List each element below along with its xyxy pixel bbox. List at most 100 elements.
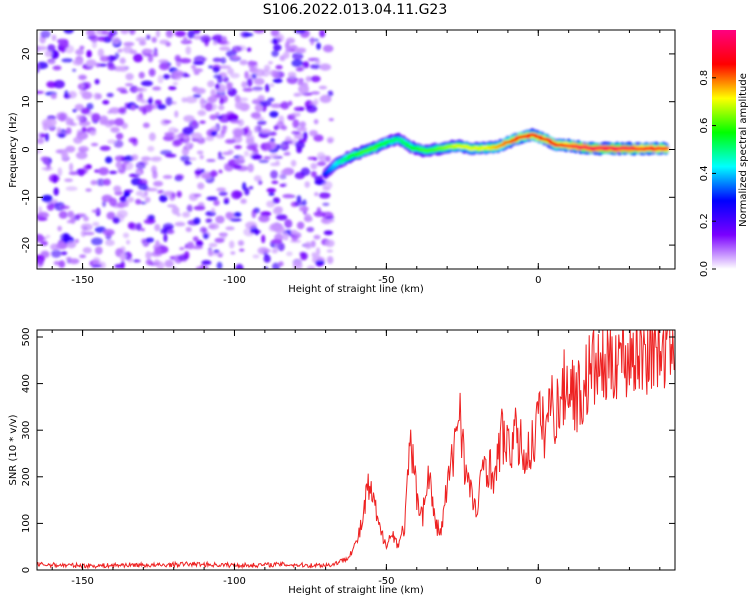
noise-speckle [156,104,167,110]
noise-speckle [226,82,233,91]
noise-speckle [269,153,279,158]
noise-speckle [186,241,195,250]
noise-speckle [190,65,197,69]
noise-speckle [315,260,325,265]
noise-speckle [225,49,237,58]
noise-speckle [167,229,175,235]
noise-speckle [200,35,212,43]
noise-speckle [215,215,225,224]
noise-speckle [139,201,147,205]
noise-speckle [204,102,213,112]
noise-speckle [257,120,267,126]
noise-speckle [58,260,66,268]
snr-ylabel: SNR (10 * v/v) [8,414,19,485]
noise-speckle [180,39,193,45]
noise-speckle [289,239,302,243]
noise-speckle [83,217,89,221]
noise-speckle [271,248,278,254]
figure-title: S106.2022.013.04.11.G23 [263,2,448,18]
noise-speckle [319,94,332,104]
noise-speckle [127,196,135,203]
noise-speckle [140,156,152,162]
noise-speckle [210,88,216,97]
noise-speckle [113,140,124,148]
noise-speckle [322,180,333,190]
noise-speckle [319,63,332,71]
noise-speckle [309,64,322,70]
noise-speckle [218,191,228,196]
noise-speckle [65,116,72,126]
noise-speckle [296,112,301,117]
noise-speckle [57,167,63,177]
noise-speckle [108,170,118,175]
noise-speckle [80,230,87,237]
ridge-blob [546,138,553,142]
noise-speckle [296,221,305,230]
noise-speckle [106,211,116,220]
noise-speckle [94,78,100,85]
y-tick-label: -20 [21,237,32,253]
noise-speckle [234,94,241,103]
noise-speckle [44,132,49,142]
noise-speckle [52,175,58,184]
noise-speckle [143,48,154,54]
noise-speckle [140,80,153,87]
noise-speckle [91,113,101,122]
colorbar-tick-label: 0.6 [699,118,710,134]
noise-speckle [240,198,247,204]
colorbar-ticks: 0.0 0.2 0.4 0.6 0.8 [699,70,716,277]
noise-speckle [261,234,266,244]
noise-speckle [98,167,109,176]
ridge-blob [344,157,351,161]
noise-speckle [194,87,206,95]
noise-speckle [306,265,316,269]
x-tick-label: 0 [535,275,541,286]
noise-speckle [164,132,175,137]
noise-speckle [239,248,245,252]
noise-speckle [74,238,80,244]
colorbar-tick-label: 0.2 [699,213,710,229]
noise-speckle [216,261,223,269]
noise-speckle [283,152,291,156]
noise-speckle [270,222,283,232]
x-tick-label: 0 [535,576,541,587]
noise-speckle [207,95,218,103]
noise-speckle [53,187,59,196]
noise-speckle [230,120,241,124]
noise-speckle [251,73,257,79]
noise-speckle [135,87,148,92]
x-tick-label: -50 [378,576,394,587]
noise-speckle [205,218,213,223]
noise-speckle [305,76,313,82]
noise-speckle [213,199,220,206]
noise-speckle [227,67,234,75]
noise-speckle [102,100,110,105]
noise-speckle [40,156,49,162]
noise-speckle [277,242,285,252]
noise-speckle [306,104,318,113]
noise-speckle [68,258,80,265]
noise-speckle [316,161,327,167]
noise-speckle [295,92,304,97]
noise-speckle [299,106,305,111]
noise-speckle [45,117,57,127]
noise-speckle [286,251,293,257]
noise-speckle [225,226,235,231]
noise-speckle [95,62,101,68]
noise-speckle [45,234,51,239]
noise-speckle [128,173,140,178]
noise-speckle [210,207,216,214]
noise-speckle [282,140,294,144]
noise-speckle [300,167,311,176]
noise-speckle [226,111,235,117]
noise-speckle [155,239,160,247]
noise-speckle [326,255,334,265]
noise-speckle [173,128,179,133]
noise-speckle [209,114,218,120]
noise-speckle [231,55,241,60]
noise-speckle [276,121,285,130]
noise-speckle [251,154,263,160]
noise-speckle [98,63,108,67]
noise-speckle [318,192,331,199]
